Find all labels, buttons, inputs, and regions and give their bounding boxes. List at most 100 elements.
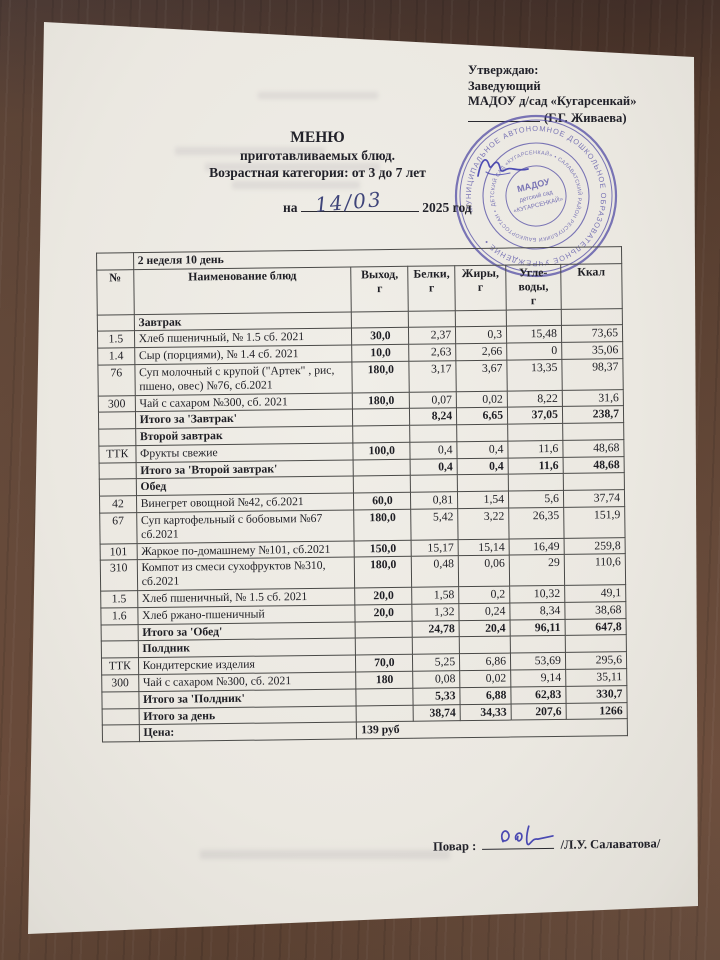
col-header-protein: Белки, г [408,265,456,311]
cell-fat: 0,02 [456,390,508,408]
cell-fat [459,636,511,654]
bleed-through-ghost [175,147,325,155]
cell-carbs: 26,35 [508,507,564,539]
cell-carbs: 11,6 [508,457,564,475]
cell-carbs: 207,6 [511,703,567,721]
cell-kcal: 1266 [565,702,628,720]
cell-carbs: 96,11 [510,619,566,637]
cell-kcal: 49,1 [564,584,626,603]
cell-kcal: 37,74 [563,489,625,508]
cell-output: 180,0 [354,509,412,541]
cell-fat: 0,4 [456,440,509,459]
cell-dish-name: Суп картофельный с бобовыми №67 сб.2021 [136,510,355,544]
cell-kcal: 35,06 [561,341,623,360]
cell-carbs: 8,22 [507,389,563,408]
cell-output [353,425,411,443]
bleed-through-ghost [232,181,360,189]
cell-output [355,637,413,656]
cook-signature-icon [500,825,554,846]
age-category: Возрастная категория: от 3 до 7 лет [209,165,426,180]
cell-num [102,708,139,726]
cell-kcal: 330,7 [565,685,628,704]
document-title-block: МЕНЮ приготавливаемых блюд. Возрастная к… [95,129,540,181]
cell-carbs: 13,35 [506,359,563,391]
cell-output [353,458,411,477]
cell-carbs: 8,34 [509,602,565,620]
cell-fat: 0,4 [457,457,509,476]
cell-kcal: 238,7 [562,405,624,424]
cell-carbs: 0 [506,342,562,360]
price-value: 139 руб [356,719,628,740]
director-signature-icon [477,158,529,177]
cell-dish-name: Суп молочный с крупой ("Артек" , рис, пш… [134,361,353,396]
cell-num [97,314,135,332]
cell-kcal [562,422,624,441]
cell-carbs: 37,05 [507,406,563,425]
cell-empty [96,252,134,270]
cell-output: 180 [356,671,414,689]
cell-fat: 1,54 [457,491,509,509]
cell-fat: 0,3 [455,326,507,344]
cell-carbs: 15,48 [506,325,562,344]
cook-name: /Л.У. Салаватова/ [560,836,661,852]
cell-carbs: 62,83 [510,686,566,704]
cell-output: 30,0 [351,327,409,346]
cell-protein: 5,33 [413,687,461,705]
cell-num [98,411,136,430]
col-header-fat: Жиры, г [454,264,507,311]
cell-output: 180,0 [354,556,412,589]
cell-protein: 38,74 [413,704,461,722]
date-prefix: на [283,200,298,215]
cell-output: 100,0 [353,442,411,460]
cell-carbs: 29 [509,554,565,587]
cell-kcal: 110,6 [564,554,626,586]
cell-protein [410,475,458,493]
cell-output: 20,0 [355,604,413,622]
cell-carbs [508,473,564,492]
cell-output: 60,0 [353,492,411,511]
cell-protein: 3,17 [409,360,457,392]
cell-num: ТТК [101,657,139,676]
bleed-through-ghost [258,92,378,99]
cell-fat: 6,65 [456,407,508,425]
bleed-through-ghost [200,850,450,859]
menu-table: 2 неделя 10 день № Наименование блюд Вых… [96,246,628,743]
cell-protein: 0,08 [412,670,460,689]
cell-carbs: 9,14 [510,669,566,687]
cell-carbs: 11,6 [507,440,563,458]
cell-kcal: 295,6 [565,651,627,670]
cell-protein: 0,4 [410,441,458,459]
cell-kcal [561,308,623,326]
official-round-stamp-icon: МУНИЦИПАЛЬНОЕ АВТОНОМНОЕ ДОШКОЛЬНОЕ ОБРА… [449,109,624,284]
approval-line-2: Заведующий [468,78,541,93]
cell-num: 67 [99,512,137,544]
cell-output [353,475,411,494]
date-line: на 2025 год 14/03 [283,187,472,217]
cook-signature-block: Повар : /Л.У. Салаватова/ [433,825,661,854]
cell-fat: 3,67 [455,359,508,392]
cell-kcal: 31,6 [562,389,624,407]
menu-table-wrap: 2 неделя 10 день № Наименование блюд Вых… [96,246,628,743]
cell-protein: 0,81 [410,491,458,510]
cell-fat: 6,86 [459,653,511,671]
cell-carbs: 53,69 [510,652,566,671]
cell-protein: 0,07 [409,391,457,409]
col-header-output: Выход, г [351,266,409,312]
date-suffix: 2025 год [422,200,472,215]
cell-fat: 0,24 [458,602,511,621]
cell-kcal [563,473,625,491]
cell-num: 1.6 [100,607,138,625]
cell-fat: 6,88 [459,686,512,705]
cell-fat [455,309,507,328]
cell-num: 76 [97,364,135,396]
cell-output [351,310,409,329]
cell-fat [457,474,509,492]
date-underline [300,199,419,212]
cell-protein: 2,37 [408,327,456,345]
cell-kcal: 151,9 [563,506,626,539]
cell-carbs [507,423,563,441]
cell-fat: 0,02 [459,670,511,688]
cell-kcal: 647,8 [564,618,627,636]
director-signature-line [468,110,540,122]
